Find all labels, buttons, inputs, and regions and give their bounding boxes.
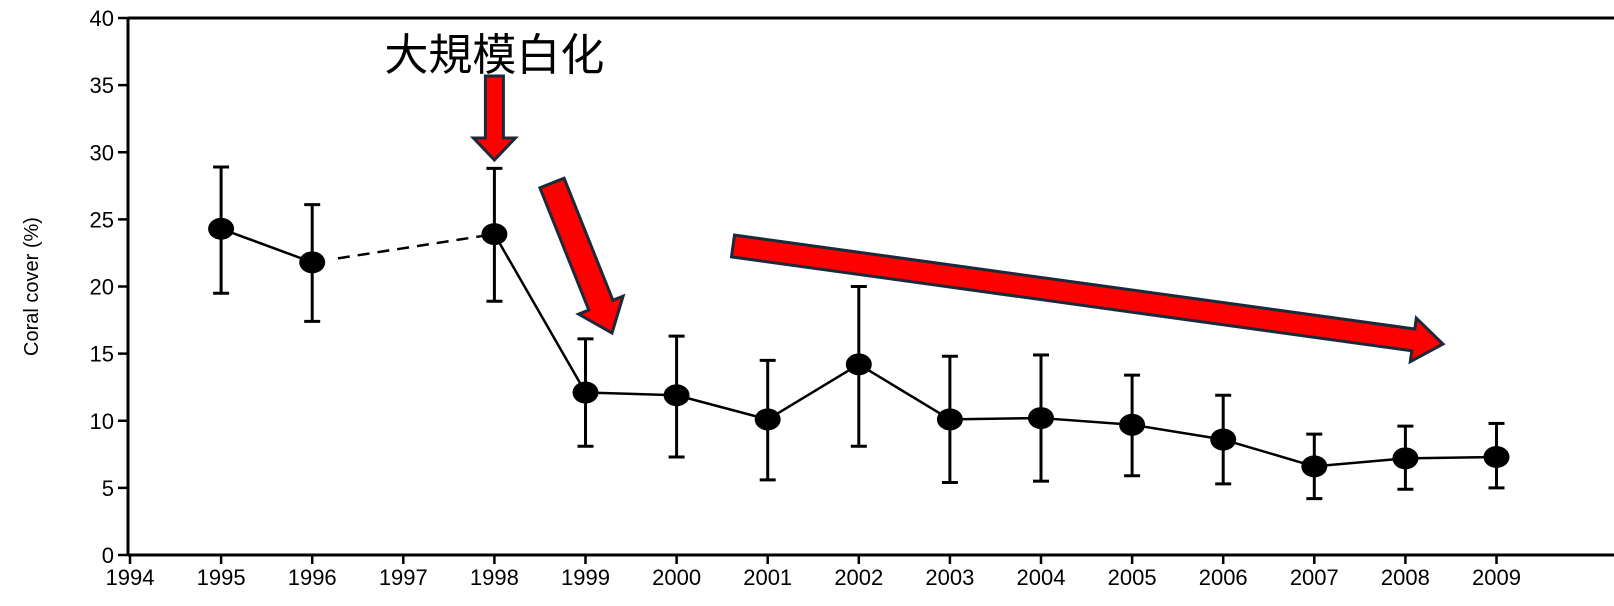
y-tick-label: 30	[90, 140, 114, 165]
decline-trend-arrow	[729, 233, 1446, 365]
y-tick-label: 10	[90, 409, 114, 434]
data-point	[1483, 445, 1510, 468]
x-tick-label: 1998	[470, 565, 519, 590]
data-point	[845, 353, 872, 376]
x-tick-label: 2002	[834, 565, 883, 590]
x-tick-label: 2000	[652, 565, 701, 590]
series-segment	[676, 394, 769, 421]
series-segment	[1222, 438, 1315, 468]
data-point	[1210, 428, 1237, 451]
x-tick-label: 1995	[197, 565, 246, 590]
x-tick-label: 2009	[1472, 565, 1521, 590]
data-point	[1301, 455, 1328, 478]
data-point	[936, 408, 963, 431]
data-point	[299, 251, 326, 274]
trend-arrows	[469, 74, 1446, 365]
x-tick-label: 1997	[379, 565, 428, 590]
series-segment	[858, 363, 951, 421]
series-segment	[1131, 423, 1224, 441]
data-point	[754, 408, 781, 431]
series-segment	[220, 227, 313, 264]
bleaching-annotation: 大規模白化	[384, 30, 604, 81]
series-segment	[767, 363, 860, 421]
x-tick-label: 2005	[1108, 565, 1157, 590]
y-tick-label: 25	[90, 207, 114, 232]
x-tick-label: 2001	[743, 565, 792, 590]
x-tick-label: 1996	[288, 565, 337, 590]
x-tick-label: 1994	[106, 565, 155, 590]
y-axis-label: Coral cover (%)	[21, 217, 43, 356]
x-tick-label: 2007	[1290, 565, 1339, 590]
x-tick-label: 2003	[925, 565, 974, 590]
y-tick-label: 20	[90, 275, 114, 300]
data-point	[572, 381, 599, 404]
y-axis-ticks: 0 5 10 15 20 25 30 35 40	[90, 6, 128, 568]
x-axis-ticks: 1994 1995 1996 1997 1998 1999 2000 2001 2002 2003…	[106, 555, 1521, 590]
series-segment	[1314, 457, 1406, 468]
data-point	[481, 223, 508, 246]
data-point	[208, 217, 235, 240]
series-segment	[585, 391, 677, 397]
x-tick-label: 1999	[561, 565, 610, 590]
series-segment	[1405, 455, 1497, 460]
series-lines	[220, 227, 1497, 468]
y-tick-label: 5	[102, 476, 114, 501]
bleaching-down-arrow	[469, 74, 519, 163]
x-tick-label: 2004	[1017, 565, 1066, 590]
x-tick-label: 2008	[1381, 565, 1430, 590]
data-point	[1119, 413, 1146, 436]
series-segment-dashed	[337, 232, 495, 260]
y-tick-label: 35	[90, 73, 114, 98]
data-point	[1392, 447, 1419, 470]
series-segment	[493, 233, 587, 394]
drop-trend-arrow	[537, 176, 626, 336]
data-points	[208, 217, 1510, 478]
x-tick-label: 2006	[1199, 565, 1248, 590]
y-tick-label: 0	[102, 543, 114, 568]
series-segment	[1040, 416, 1133, 427]
data-point	[663, 384, 690, 407]
axes	[126, 16, 1614, 557]
y-tick-label: 15	[90, 342, 114, 367]
series-segment	[949, 416, 1042, 421]
y-tick-label: 40	[90, 6, 114, 31]
data-point	[1028, 407, 1054, 430]
